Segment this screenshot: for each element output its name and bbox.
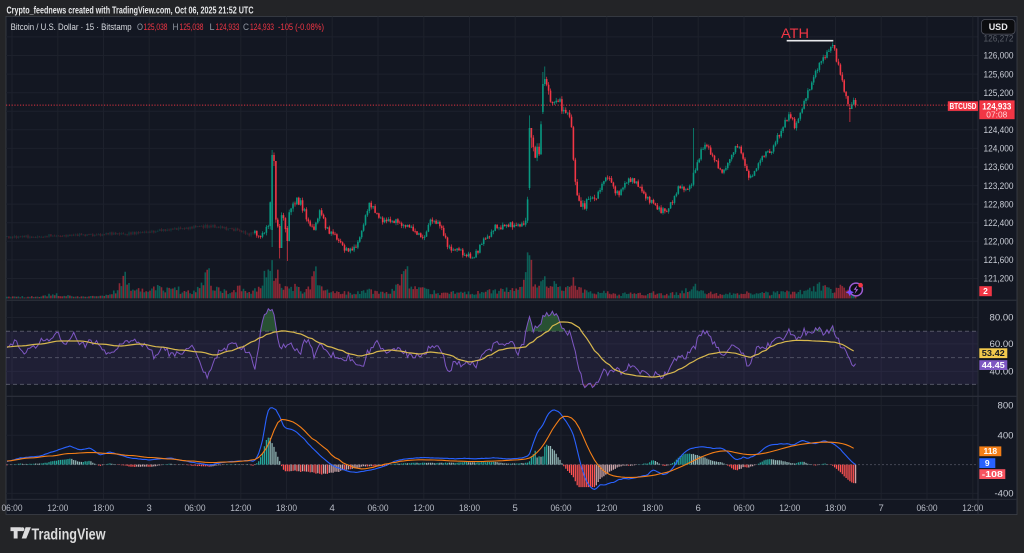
svg-text:123,200: 123,200 xyxy=(984,181,1014,192)
svg-text:40.00: 40.00 xyxy=(990,367,1014,378)
svg-text:18:00: 18:00 xyxy=(276,503,297,514)
svg-text:06:00: 06:00 xyxy=(917,503,938,514)
svg-text:18:00: 18:00 xyxy=(642,503,663,514)
svg-text:124,933: 124,933 xyxy=(250,22,274,33)
svg-text:9: 9 xyxy=(985,458,990,468)
svg-text:06:00: 06:00 xyxy=(551,503,572,514)
svg-text:12:00: 12:00 xyxy=(962,503,983,514)
svg-text:ATH: ATH xyxy=(781,25,809,41)
svg-text:12:00: 12:00 xyxy=(47,503,68,514)
svg-text:44.45: 44.45 xyxy=(982,360,1005,370)
svg-text:18:00: 18:00 xyxy=(825,503,846,514)
svg-text:06:00: 06:00 xyxy=(368,503,389,514)
svg-text:-105 (-0.08%): -105 (-0.08%) xyxy=(278,22,324,33)
svg-text:06:00: 06:00 xyxy=(2,503,23,514)
svg-text:124,933: 124,933 xyxy=(982,101,1011,112)
svg-text:L: L xyxy=(210,22,215,33)
svg-text:125,038: 125,038 xyxy=(180,22,204,33)
svg-text:125,038: 125,038 xyxy=(144,22,168,33)
svg-text:5: 5 xyxy=(513,503,518,514)
svg-text:126,272: 126,272 xyxy=(984,34,1014,45)
svg-text:06:00: 06:00 xyxy=(185,503,206,514)
svg-text:07:08: 07:08 xyxy=(986,110,1007,120)
svg-text:O: O xyxy=(137,22,143,33)
svg-text:122,800: 122,800 xyxy=(984,199,1014,210)
svg-text:12:00: 12:00 xyxy=(230,503,251,514)
svg-text:124,400: 124,400 xyxy=(984,125,1014,136)
svg-text:121,200: 121,200 xyxy=(984,274,1014,285)
svg-text:800: 800 xyxy=(998,401,1014,412)
svg-text:124,000: 124,000 xyxy=(984,144,1014,155)
svg-text:BTCUSD: BTCUSD xyxy=(950,102,977,111)
svg-text:-108: -108 xyxy=(982,469,1003,479)
svg-text:7: 7 xyxy=(879,503,884,514)
svg-text:60.00: 60.00 xyxy=(990,339,1014,350)
svg-text:121,600: 121,600 xyxy=(984,255,1014,266)
svg-text:12:00: 12:00 xyxy=(596,503,617,514)
svg-text:126,000: 126,000 xyxy=(984,51,1014,62)
svg-text:2: 2 xyxy=(983,286,988,296)
svg-text:18:00: 18:00 xyxy=(93,503,114,514)
svg-text:6: 6 xyxy=(696,503,701,514)
svg-text:Crypto_feednews created with T: Crypto_feednews created with TradingView… xyxy=(7,6,254,17)
svg-text:124,933: 124,933 xyxy=(216,22,240,33)
svg-text:12:00: 12:00 xyxy=(779,503,800,514)
svg-text:3: 3 xyxy=(147,503,152,514)
svg-text:USD: USD xyxy=(989,22,1009,32)
svg-text:C: C xyxy=(243,22,249,33)
svg-text:4: 4 xyxy=(330,503,335,514)
svg-text:125,600: 125,600 xyxy=(984,69,1014,80)
svg-text:12:00: 12:00 xyxy=(413,503,434,514)
svg-text:06:00: 06:00 xyxy=(734,503,755,514)
svg-text:18:00: 18:00 xyxy=(459,503,480,514)
svg-text:400: 400 xyxy=(998,431,1014,442)
svg-text:122,000: 122,000 xyxy=(984,237,1014,248)
svg-text:-400: -400 xyxy=(995,489,1014,500)
svg-text:122,400: 122,400 xyxy=(984,218,1014,229)
svg-text:H: H xyxy=(173,22,179,33)
svg-text:118: 118 xyxy=(983,446,997,456)
svg-text:125,200: 125,200 xyxy=(984,88,1014,99)
svg-text:53.42: 53.42 xyxy=(982,348,1005,358)
svg-text:TradingView: TradingView xyxy=(32,526,107,543)
svg-text:Bitcoin / U.S. Dollar · 15 · B: Bitcoin / U.S. Dollar · 15 · Bitstamp xyxy=(11,22,132,33)
svg-text:80.00: 80.00 xyxy=(990,313,1014,324)
svg-text:123,600: 123,600 xyxy=(984,162,1014,173)
